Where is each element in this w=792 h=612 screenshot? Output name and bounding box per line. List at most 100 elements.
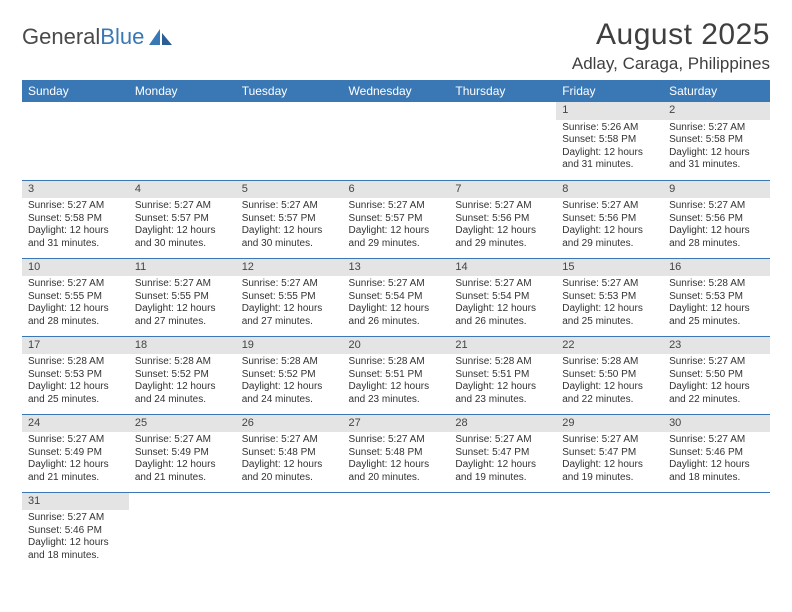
sunset-line: Sunset: 5:56 PM bbox=[562, 213, 657, 226]
sunrise-line: Sunrise: 5:28 AM bbox=[135, 356, 230, 369]
day-body: Sunrise: 5:27 AMSunset: 5:49 PMDaylight:… bbox=[129, 432, 236, 486]
daylight-line: Daylight: 12 hours and 28 minutes. bbox=[669, 225, 764, 250]
day-cell: 2Sunrise: 5:27 AMSunset: 5:58 PMDaylight… bbox=[663, 102, 770, 180]
day-number: 19 bbox=[236, 337, 343, 355]
day-number: 8 bbox=[556, 181, 663, 199]
page: GeneralBlue August 2025 Adlay, Caraga, P… bbox=[0, 0, 792, 570]
calendar-row: 10Sunrise: 5:27 AMSunset: 5:55 PMDayligh… bbox=[22, 258, 770, 336]
empty-cell bbox=[129, 492, 236, 570]
day-cell: 1Sunrise: 5:26 AMSunset: 5:58 PMDaylight… bbox=[556, 102, 663, 180]
sunset-line: Sunset: 5:48 PM bbox=[349, 447, 444, 460]
day-cell: 10Sunrise: 5:27 AMSunset: 5:55 PMDayligh… bbox=[22, 258, 129, 336]
sunrise-line: Sunrise: 5:27 AM bbox=[562, 434, 657, 447]
empty-cell bbox=[556, 492, 663, 570]
day-number: 24 bbox=[22, 415, 129, 433]
day-body: Sunrise: 5:28 AMSunset: 5:51 PMDaylight:… bbox=[449, 354, 556, 408]
sunset-line: Sunset: 5:53 PM bbox=[28, 369, 123, 382]
sunrise-line: Sunrise: 5:27 AM bbox=[669, 434, 764, 447]
weekday-header: Saturday bbox=[663, 80, 770, 102]
sunset-line: Sunset: 5:56 PM bbox=[669, 213, 764, 226]
day-number: 21 bbox=[449, 337, 556, 355]
logo-text-blue: Blue bbox=[100, 24, 144, 50]
day-number: 20 bbox=[343, 337, 450, 355]
sunset-line: Sunset: 5:49 PM bbox=[28, 447, 123, 460]
day-cell: 11Sunrise: 5:27 AMSunset: 5:55 PMDayligh… bbox=[129, 258, 236, 336]
header: GeneralBlue August 2025 Adlay, Caraga, P… bbox=[22, 18, 770, 74]
daylight-line: Daylight: 12 hours and 25 minutes. bbox=[562, 303, 657, 328]
sunrise-line: Sunrise: 5:27 AM bbox=[242, 434, 337, 447]
day-cell: 30Sunrise: 5:27 AMSunset: 5:46 PMDayligh… bbox=[663, 414, 770, 492]
empty-cell bbox=[449, 492, 556, 570]
day-cell: 5Sunrise: 5:27 AMSunset: 5:57 PMDaylight… bbox=[236, 180, 343, 258]
daylight-line: Daylight: 12 hours and 18 minutes. bbox=[669, 459, 764, 484]
weekday-header: Wednesday bbox=[343, 80, 450, 102]
day-number: 14 bbox=[449, 259, 556, 277]
day-number: 13 bbox=[343, 259, 450, 277]
daylight-line: Daylight: 12 hours and 24 minutes. bbox=[242, 381, 337, 406]
empty-cell bbox=[449, 102, 556, 180]
day-number: 1 bbox=[556, 102, 663, 120]
day-cell: 21Sunrise: 5:28 AMSunset: 5:51 PMDayligh… bbox=[449, 336, 556, 414]
sunrise-line: Sunrise: 5:28 AM bbox=[28, 356, 123, 369]
daylight-line: Daylight: 12 hours and 25 minutes. bbox=[669, 303, 764, 328]
day-body: Sunrise: 5:26 AMSunset: 5:58 PMDaylight:… bbox=[556, 120, 663, 174]
daylight-line: Daylight: 12 hours and 31 minutes. bbox=[28, 225, 123, 250]
day-cell: 16Sunrise: 5:28 AMSunset: 5:53 PMDayligh… bbox=[663, 258, 770, 336]
daylight-line: Daylight: 12 hours and 19 minutes. bbox=[455, 459, 550, 484]
daylight-line: Daylight: 12 hours and 30 minutes. bbox=[242, 225, 337, 250]
sunset-line: Sunset: 5:51 PM bbox=[455, 369, 550, 382]
sunset-line: Sunset: 5:52 PM bbox=[242, 369, 337, 382]
empty-cell bbox=[343, 102, 450, 180]
title-block: August 2025 Adlay, Caraga, Philippines bbox=[572, 18, 770, 74]
sunrise-line: Sunrise: 5:27 AM bbox=[669, 356, 764, 369]
sunrise-line: Sunrise: 5:27 AM bbox=[455, 434, 550, 447]
day-body: Sunrise: 5:27 AMSunset: 5:58 PMDaylight:… bbox=[22, 198, 129, 252]
sunrise-line: Sunrise: 5:27 AM bbox=[28, 278, 123, 291]
day-body: Sunrise: 5:27 AMSunset: 5:48 PMDaylight:… bbox=[236, 432, 343, 486]
daylight-line: Daylight: 12 hours and 21 minutes. bbox=[135, 459, 230, 484]
day-number: 16 bbox=[663, 259, 770, 277]
daylight-line: Daylight: 12 hours and 23 minutes. bbox=[455, 381, 550, 406]
sunrise-line: Sunrise: 5:27 AM bbox=[455, 200, 550, 213]
day-cell: 6Sunrise: 5:27 AMSunset: 5:57 PMDaylight… bbox=[343, 180, 450, 258]
sunset-line: Sunset: 5:57 PM bbox=[349, 213, 444, 226]
empty-cell bbox=[129, 102, 236, 180]
sunrise-line: Sunrise: 5:28 AM bbox=[562, 356, 657, 369]
day-body: Sunrise: 5:27 AMSunset: 5:54 PMDaylight:… bbox=[449, 276, 556, 330]
day-body: Sunrise: 5:28 AMSunset: 5:51 PMDaylight:… bbox=[343, 354, 450, 408]
day-number: 29 bbox=[556, 415, 663, 433]
sunrise-line: Sunrise: 5:27 AM bbox=[562, 200, 657, 213]
sunset-line: Sunset: 5:47 PM bbox=[455, 447, 550, 460]
day-number: 25 bbox=[129, 415, 236, 433]
day-cell: 13Sunrise: 5:27 AMSunset: 5:54 PMDayligh… bbox=[343, 258, 450, 336]
sunrise-line: Sunrise: 5:28 AM bbox=[669, 278, 764, 291]
day-body: Sunrise: 5:27 AMSunset: 5:56 PMDaylight:… bbox=[663, 198, 770, 252]
weekday-header: Thursday bbox=[449, 80, 556, 102]
day-cell: 8Sunrise: 5:27 AMSunset: 5:56 PMDaylight… bbox=[556, 180, 663, 258]
sunrise-line: Sunrise: 5:27 AM bbox=[669, 122, 764, 135]
location: Adlay, Caraga, Philippines bbox=[572, 54, 770, 74]
sunset-line: Sunset: 5:50 PM bbox=[669, 369, 764, 382]
day-number: 3 bbox=[22, 181, 129, 199]
empty-cell bbox=[343, 492, 450, 570]
day-cell: 3Sunrise: 5:27 AMSunset: 5:58 PMDaylight… bbox=[22, 180, 129, 258]
sunset-line: Sunset: 5:46 PM bbox=[28, 525, 123, 538]
sunrise-line: Sunrise: 5:27 AM bbox=[349, 434, 444, 447]
day-number: 4 bbox=[129, 181, 236, 199]
daylight-line: Daylight: 12 hours and 27 minutes. bbox=[135, 303, 230, 328]
day-number: 15 bbox=[556, 259, 663, 277]
daylight-line: Daylight: 12 hours and 27 minutes. bbox=[242, 303, 337, 328]
sunrise-line: Sunrise: 5:28 AM bbox=[242, 356, 337, 369]
day-cell: 18Sunrise: 5:28 AMSunset: 5:52 PMDayligh… bbox=[129, 336, 236, 414]
calendar-body: 1Sunrise: 5:26 AMSunset: 5:58 PMDaylight… bbox=[22, 102, 770, 570]
day-number: 31 bbox=[22, 493, 129, 511]
day-number: 27 bbox=[343, 415, 450, 433]
sunrise-line: Sunrise: 5:27 AM bbox=[135, 278, 230, 291]
sunset-line: Sunset: 5:48 PM bbox=[242, 447, 337, 460]
daylight-line: Daylight: 12 hours and 25 minutes. bbox=[28, 381, 123, 406]
empty-cell bbox=[663, 492, 770, 570]
sunrise-line: Sunrise: 5:27 AM bbox=[669, 200, 764, 213]
day-body: Sunrise: 5:28 AMSunset: 5:53 PMDaylight:… bbox=[22, 354, 129, 408]
daylight-line: Daylight: 12 hours and 29 minutes. bbox=[455, 225, 550, 250]
sunrise-line: Sunrise: 5:27 AM bbox=[349, 200, 444, 213]
